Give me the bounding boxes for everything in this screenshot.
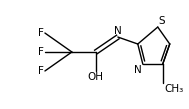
- Text: OH: OH: [88, 72, 104, 82]
- Text: F: F: [38, 66, 44, 76]
- Text: S: S: [159, 16, 165, 26]
- Text: N: N: [134, 65, 142, 75]
- Text: F: F: [38, 28, 44, 38]
- Text: N: N: [114, 26, 122, 36]
- Text: CH₃: CH₃: [165, 84, 184, 94]
- Text: F: F: [38, 47, 44, 57]
